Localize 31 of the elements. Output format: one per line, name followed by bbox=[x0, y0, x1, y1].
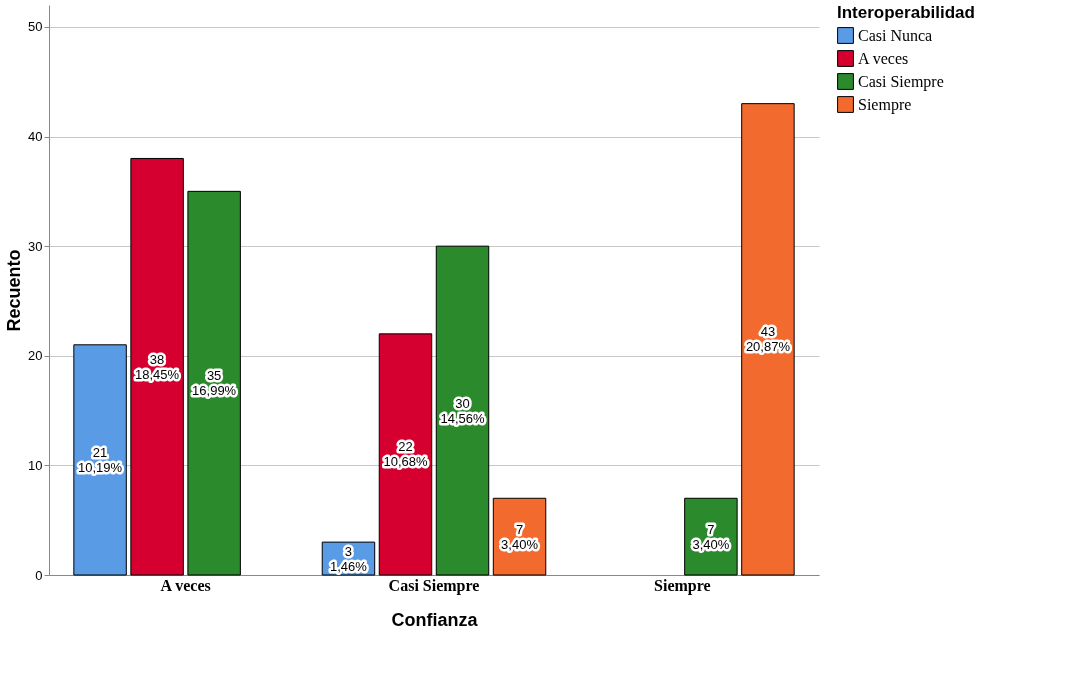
x-tick-label: A veces bbox=[160, 576, 211, 594]
data-label: 35 16,99% bbox=[192, 368, 237, 399]
legend-label: A veces bbox=[858, 49, 909, 67]
legend-label: Casi Nunca bbox=[858, 26, 933, 44]
y-tick-label: 50 bbox=[28, 19, 43, 35]
legend-label: Siempre bbox=[858, 95, 912, 114]
x-tick-label: Siempre bbox=[654, 576, 711, 595]
data-label: 21 10,19% bbox=[78, 444, 123, 475]
y-tick-label: 10 bbox=[28, 457, 43, 473]
legend-label: Casi Siempre bbox=[858, 72, 944, 91]
x-tick-label: Casi Siempre bbox=[388, 576, 480, 595]
bar bbox=[435, 245, 490, 576]
data-label: 30 14,56% bbox=[440, 395, 485, 426]
bar bbox=[741, 103, 795, 576]
bar bbox=[187, 190, 241, 576]
legend-title: Interoperabilidad bbox=[837, 3, 975, 22]
bar bbox=[130, 157, 184, 576]
data-label: 38 18,45% bbox=[135, 351, 180, 382]
y-tick-label: 30 bbox=[28, 238, 43, 254]
y-axis-title: Recuento bbox=[4, 249, 25, 332]
data-label: 7 3,40% bbox=[501, 521, 539, 552]
data-label: 43 20,87% bbox=[745, 324, 791, 355]
y-tick-label: 20 bbox=[28, 348, 43, 364]
bar bbox=[73, 344, 127, 576]
data-label: 7 3,40% bbox=[692, 521, 730, 552]
data-label: 3 1,46% bbox=[330, 543, 368, 574]
x-axis-title: Confianza bbox=[391, 609, 479, 630]
data-label: 22 10,68% bbox=[383, 439, 428, 470]
y-tick-label: 40 bbox=[28, 129, 43, 145]
bar bbox=[378, 333, 433, 576]
y-tick-label: 0 bbox=[35, 567, 43, 583]
